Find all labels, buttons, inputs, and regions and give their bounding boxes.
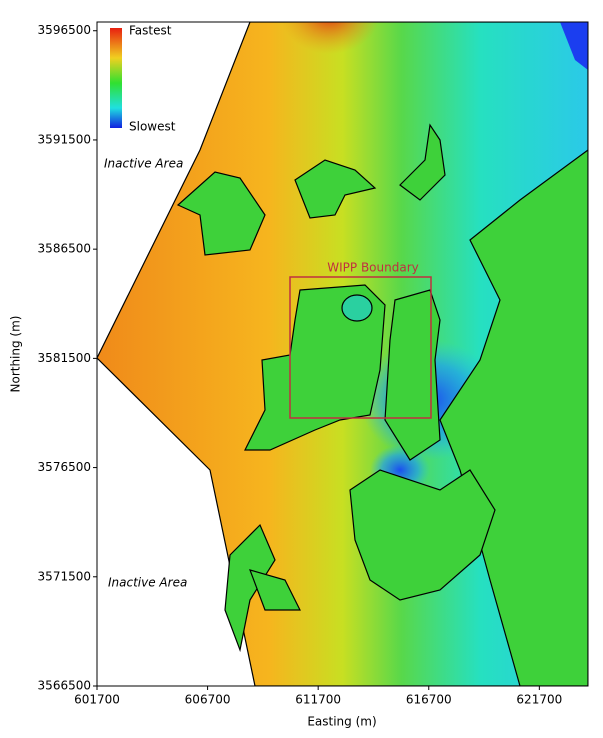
- annotation: Inactive Area: [108, 576, 187, 590]
- x-tick-label: 611700: [295, 693, 341, 707]
- y-axis-label: Northing (m): [9, 316, 23, 393]
- x-tick-label: 606700: [185, 693, 231, 707]
- y-tick-label: 3571500: [38, 569, 91, 583]
- y-tick-label: 3596500: [38, 23, 91, 37]
- legend-top: Fastest: [129, 24, 172, 38]
- wipp-boundary: [289, 276, 432, 419]
- x-axis-label: Easting (m): [307, 715, 376, 729]
- y-tick-label: 3591500: [38, 132, 91, 146]
- x-tick-label: 601700: [74, 693, 120, 707]
- annotation: Inactive Area: [104, 157, 183, 171]
- legend-colorbar: [110, 28, 122, 128]
- x-tick-label: 616700: [406, 693, 452, 707]
- wipp-label: WIPP Boundary: [327, 261, 418, 275]
- y-tick-label: 3581500: [38, 351, 91, 365]
- velocity-field: [97, 22, 588, 686]
- plot-frame: [96, 21, 589, 687]
- y-tick-label: 3586500: [38, 242, 91, 256]
- y-tick-label: 3576500: [38, 460, 91, 474]
- legend-bottom: Slowest: [129, 120, 176, 134]
- y-tick-label: 3566500: [38, 679, 91, 693]
- x-tick-label: 621700: [516, 693, 562, 707]
